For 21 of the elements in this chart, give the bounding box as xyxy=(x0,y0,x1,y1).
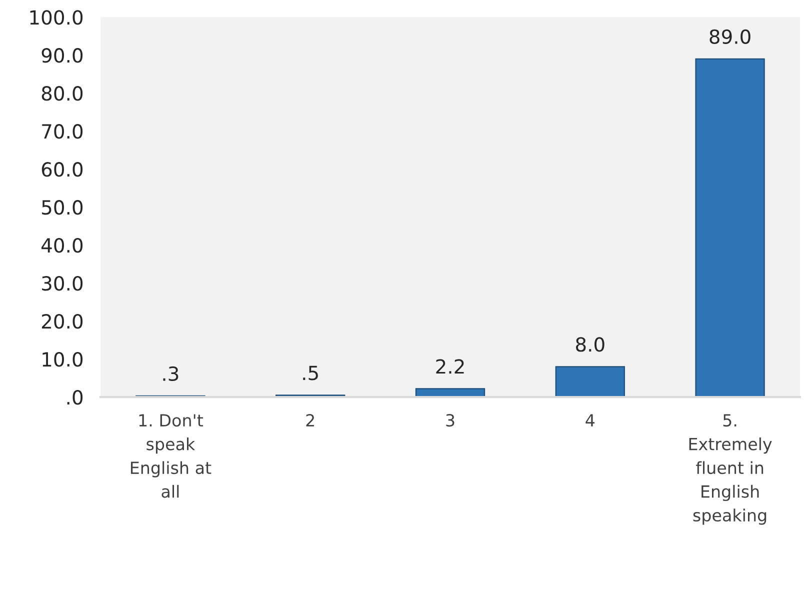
data-label: 8.0 xyxy=(576,337,604,352)
y-tick-label: 40.0 xyxy=(41,238,83,253)
y-tick-label: .0 xyxy=(67,390,83,405)
x-tick-label: 3 xyxy=(446,414,454,427)
y-tick-label: 60.0 xyxy=(42,162,83,177)
x-tick-label: 5. Extremely fluent in English speaking xyxy=(689,414,772,525)
data-label: .3 xyxy=(163,366,178,382)
y-tick-label: 20.0 xyxy=(42,314,83,329)
data-label: .5 xyxy=(303,366,318,380)
x-tick-label: 4 xyxy=(586,414,595,426)
y-tick-label: 90.0 xyxy=(42,48,83,63)
data-label: 2.2 xyxy=(436,359,464,374)
y-tick-label: 50.0 xyxy=(42,200,83,215)
y-tick-label: 80.0 xyxy=(42,86,83,101)
y-tick-label: 10.0 xyxy=(42,352,83,367)
y-tick-label: 30.0 xyxy=(42,276,83,291)
data-label: 89.0 xyxy=(710,29,750,44)
x-tick-label: 2 xyxy=(306,414,314,426)
y-tick-label: 100.0 xyxy=(30,10,83,25)
y-tick-label: 70.0 xyxy=(42,124,83,139)
x-tick-label: 1. Don't speak English at all xyxy=(130,414,212,498)
